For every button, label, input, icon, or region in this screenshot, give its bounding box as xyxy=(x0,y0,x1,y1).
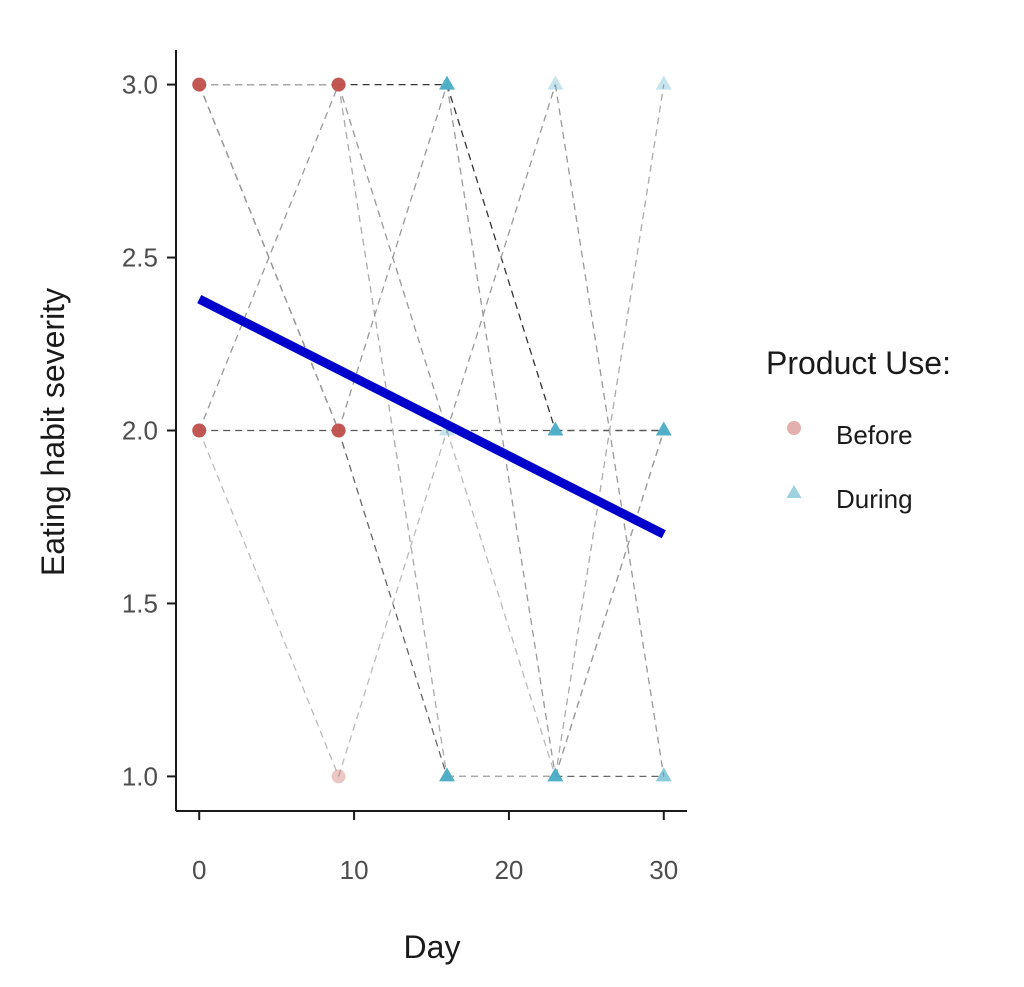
subject-line-5-segment-2 xyxy=(337,84,448,777)
point-before-2 xyxy=(192,423,207,438)
y-tick-label-2: 1.5 xyxy=(122,588,158,618)
legend-before-marker xyxy=(787,421,801,435)
subject-line-7-segment-2 xyxy=(337,84,448,431)
legend-during-marker xyxy=(786,485,802,498)
point-during-14 xyxy=(655,767,672,782)
legend: Product Use: Before During xyxy=(766,345,951,514)
y-tick-label-5: 3.0 xyxy=(122,70,158,100)
trend-line xyxy=(197,295,666,539)
x-tick-label-1: 0 xyxy=(192,855,206,885)
trend-line-group xyxy=(197,295,666,539)
legend-title: Product Use: xyxy=(766,345,951,381)
subject-line-4-segment-3 xyxy=(446,84,556,431)
x-tick-label-2: 10 xyxy=(340,855,369,885)
point-during-13 xyxy=(655,421,672,436)
point-during-6 xyxy=(438,75,455,90)
subject-line-6-segment-3 xyxy=(446,430,556,777)
subject-line-6-segment-2 xyxy=(337,430,448,777)
data-points xyxy=(192,75,672,784)
subject-line-7-segment-1 xyxy=(198,84,340,431)
x-axis-title: Day xyxy=(404,929,461,965)
axes: 1.0 1.5 2.0 2.5 3.0 0 10 20 30 xyxy=(122,50,687,885)
x-tick-label-3: 20 xyxy=(494,855,523,885)
y-axis-title: Eating habit severity xyxy=(35,288,71,576)
point-during-12 xyxy=(655,75,672,90)
subject-line-5-segment-4 xyxy=(554,84,665,777)
point-before-1 xyxy=(192,77,207,92)
point-during-11 xyxy=(547,767,564,782)
y-tick-label-1: 1.0 xyxy=(122,761,158,791)
legend-before-label: Before xyxy=(836,420,913,450)
legend-during-label: During xyxy=(836,484,913,514)
subject-line-7-segment-3 xyxy=(446,84,557,777)
subject-lines xyxy=(198,83,665,778)
point-during-10 xyxy=(547,421,564,436)
y-tick-label-3: 2.0 xyxy=(122,416,158,446)
subject-line-7-segment-4 xyxy=(554,430,665,777)
y-tick-label-4: 2.5 xyxy=(122,243,158,273)
point-during-8 xyxy=(438,767,455,782)
x-tick-label-4: 30 xyxy=(649,855,678,885)
point-before-5 xyxy=(331,769,346,784)
subject-line-6-segment-1 xyxy=(198,430,340,777)
point-before-4 xyxy=(331,423,346,438)
point-during-9 xyxy=(547,75,564,90)
point-before-3 xyxy=(331,77,346,92)
